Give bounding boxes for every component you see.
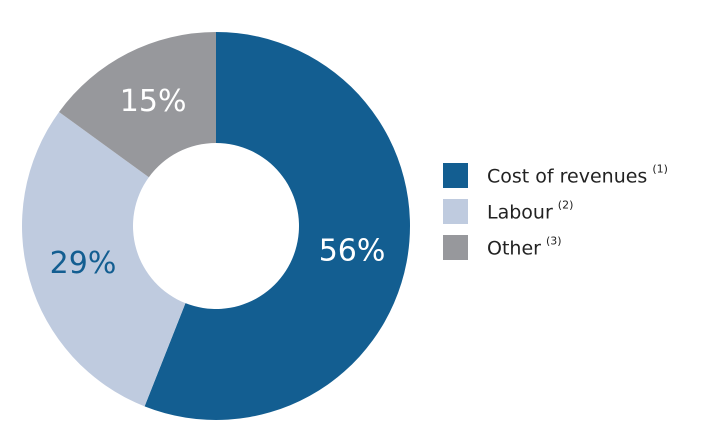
legend-swatch bbox=[443, 163, 468, 188]
legend-swatch bbox=[443, 199, 468, 224]
donut-slice bbox=[59, 32, 216, 178]
legend-footnote: (3) bbox=[546, 235, 562, 248]
legend-text: Other bbox=[487, 237, 541, 259]
legend-swatch bbox=[443, 235, 468, 260]
legend-label: Cost of revenues (1) bbox=[487, 163, 668, 188]
legend-label: Other (3) bbox=[487, 235, 562, 260]
legend-footnote: (2) bbox=[558, 199, 574, 212]
donut-slice bbox=[21, 111, 186, 407]
legend-text: Labour bbox=[487, 201, 553, 223]
value-label: 15% bbox=[120, 84, 187, 119]
legend-footnote: (1) bbox=[652, 163, 668, 176]
value-label: 29% bbox=[50, 246, 117, 281]
value-label: 56% bbox=[319, 233, 386, 268]
legend-label: Labour (2) bbox=[487, 199, 573, 224]
donut-slice bbox=[144, 32, 410, 420]
legend-text: Cost of revenues bbox=[487, 165, 647, 187]
